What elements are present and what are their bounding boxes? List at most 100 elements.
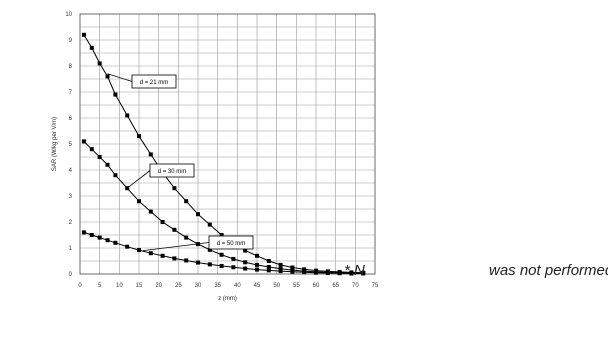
annotation-leader	[142, 242, 210, 251]
footnote-right: was not performed b	[489, 262, 608, 279]
data-point	[89, 147, 94, 152]
annotation-leader	[126, 170, 151, 189]
data-point	[113, 173, 118, 178]
plot-frame	[79, 13, 376, 275]
data-point	[337, 271, 342, 276]
data-point	[314, 270, 318, 275]
data-point	[255, 262, 259, 267]
data-point	[105, 74, 110, 79]
data-point	[266, 268, 271, 273]
data-point	[105, 162, 110, 167]
y-tick-label: 9	[69, 38, 73, 44]
x-tick-label: 75	[372, 283, 379, 289]
y-tick-labels: 0 1 2 3 4 5 6 7 8 9 10	[65, 12, 72, 278]
x-tick-label: 45	[254, 283, 261, 289]
data-point	[137, 134, 141, 139]
annotation-leader	[107, 73, 133, 82]
x-axis-label: z (mm)	[218, 296, 237, 302]
data-point	[125, 244, 130, 249]
data-point	[231, 256, 236, 261]
series-group	[81, 32, 366, 276]
data-point	[219, 233, 224, 237]
data-point	[89, 233, 94, 237]
data-point	[184, 258, 189, 263]
data-point	[349, 271, 354, 276]
data-point	[219, 252, 224, 257]
x-tick-label: 40	[234, 283, 241, 289]
x-tick-label: 10	[116, 283, 123, 289]
annotation-label: d = 21 mm	[140, 80, 169, 86]
data-point	[97, 235, 102, 240]
data-point	[361, 271, 366, 276]
y-tick-label: 7	[69, 90, 73, 96]
data-point	[243, 248, 248, 253]
y-tick-label: 3	[69, 194, 73, 200]
x-tick-labels: 0 5 10 15 20 25 30 35 40 45 50 55 60 65 70 75	[78, 283, 379, 289]
annotation-box	[131, 74, 177, 89]
x-tick-label: 55	[293, 283, 300, 289]
data-point	[160, 253, 165, 258]
data-point	[97, 155, 102, 159]
data-point	[137, 199, 141, 204]
chart-grid	[79, 13, 376, 275]
x-tick-label: 35	[214, 283, 221, 289]
x-tick-label: 65	[332, 283, 339, 289]
data-point	[266, 259, 271, 263]
data-point	[172, 256, 177, 261]
data-point	[290, 265, 295, 270]
x-tick-label: 0	[78, 283, 82, 289]
data-point	[207, 247, 212, 252]
data-point	[278, 266, 283, 271]
data-point	[172, 227, 177, 232]
annotation-box	[149, 163, 195, 178]
data-point	[184, 199, 189, 204]
x-tick-label: 30	[195, 283, 202, 289]
annotations: d = 21 mm d = 30 mm d = 50 mm	[107, 73, 254, 251]
data-point	[148, 209, 153, 214]
y-tick-label: 2	[69, 220, 73, 226]
y-tick-label: 4	[69, 168, 73, 174]
annotation-label: d = 30 mm	[158, 169, 187, 175]
y-axis-label: SAR (W/kg per V/m)	[52, 117, 58, 171]
data-point	[325, 270, 330, 275]
x-tick-label: 20	[155, 283, 162, 289]
data-point	[207, 222, 212, 227]
data-point	[81, 139, 86, 144]
data-point	[243, 266, 248, 271]
y-tick-label: 1	[69, 246, 73, 252]
data-point	[302, 270, 307, 275]
data-point	[219, 263, 224, 268]
y-tick-label: 8	[69, 64, 73, 70]
data-point	[81, 32, 86, 37]
x-tick-label: 70	[352, 283, 359, 289]
footnote-left: * N	[344, 262, 365, 279]
data-point	[278, 262, 283, 267]
data-point	[278, 269, 283, 274]
data-point	[207, 262, 212, 267]
data-point	[255, 253, 259, 258]
data-point	[243, 260, 248, 265]
annotation-label: d = 50 mm	[217, 241, 246, 247]
data-point	[125, 113, 130, 118]
y-tick-label: 0	[69, 272, 73, 278]
data-point	[113, 92, 118, 97]
data-point	[113, 240, 118, 245]
data-point	[89, 45, 94, 50]
data-point	[148, 152, 153, 157]
annotation-box	[208, 235, 254, 250]
data-point	[196, 260, 200, 265]
x-tick-label: 60	[313, 283, 320, 289]
y-tick-label: 10	[65, 12, 72, 18]
x-tick-label: 5	[98, 283, 102, 289]
data-point	[97, 61, 102, 66]
data-point	[196, 212, 200, 217]
data-point	[105, 238, 110, 243]
y-tick-label: 6	[69, 116, 73, 122]
data-point	[172, 186, 177, 191]
data-point	[255, 267, 259, 272]
data-point	[160, 220, 165, 224]
data-point	[184, 235, 189, 240]
data-point	[290, 269, 295, 274]
x-tick-label: 15	[136, 283, 143, 289]
